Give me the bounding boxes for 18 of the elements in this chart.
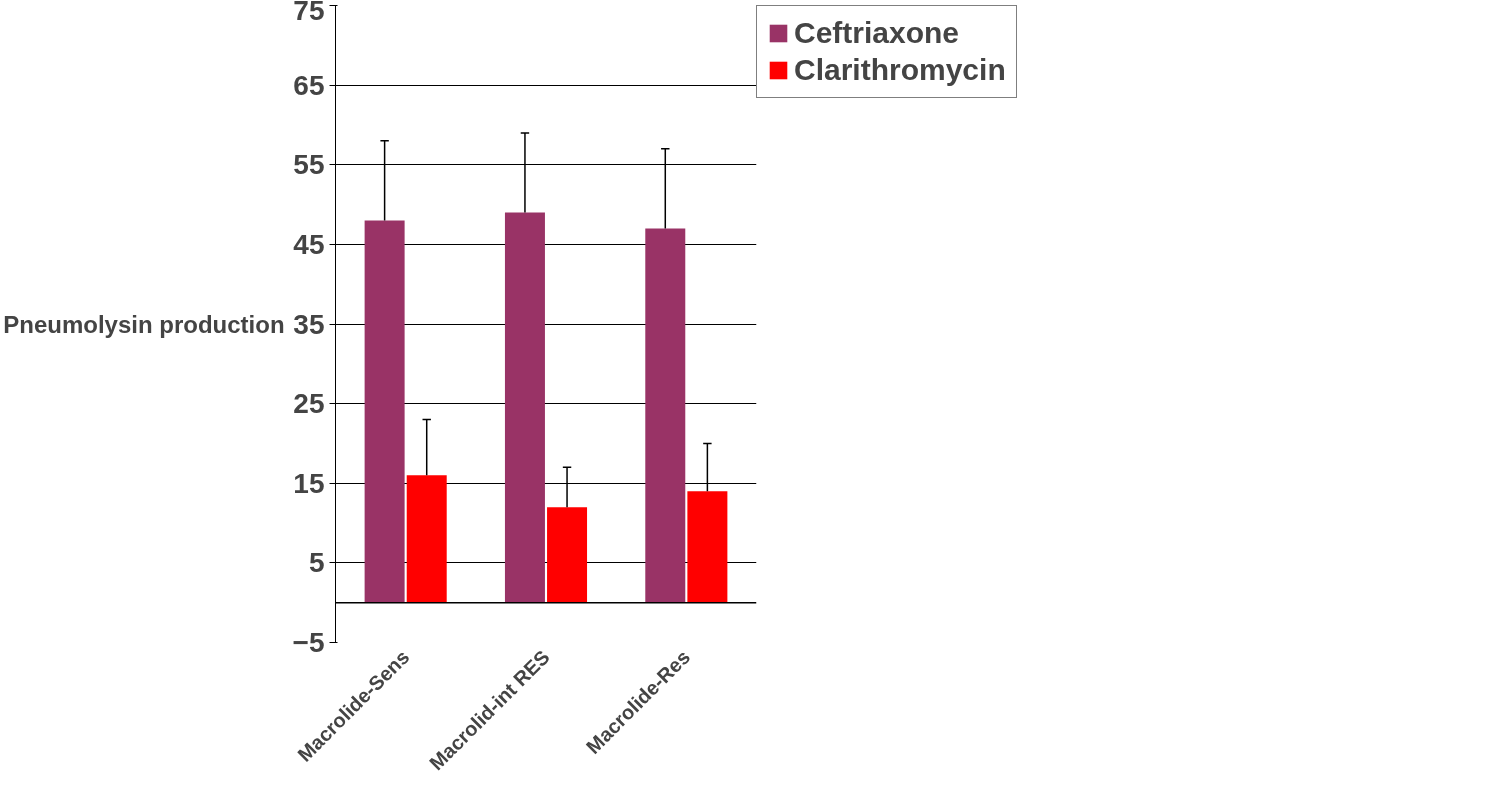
y-tick-label: 55 — [293, 149, 325, 181]
y-axis-title: Pneumolysin production — [3, 310, 285, 338]
bar — [547, 507, 588, 603]
y-tick-label: 75 — [293, 0, 325, 26]
y-tick-label: 35 — [293, 308, 325, 340]
legend-label: Clarithromycin — [794, 53, 1006, 87]
y-tick-label: 65 — [293, 69, 325, 101]
y-tick-label: 15 — [293, 467, 325, 499]
bar — [504, 212, 545, 603]
y-tick-label: 45 — [293, 228, 325, 260]
y-tick-label: 5 — [308, 547, 325, 579]
bar — [645, 228, 686, 603]
bar — [687, 491, 728, 603]
bar — [364, 220, 405, 603]
legend-label: Ceftriaxone — [794, 16, 960, 50]
bar — [406, 475, 447, 603]
y-tick-label: −5 — [292, 627, 325, 658]
y-tick-label: 25 — [293, 388, 325, 420]
